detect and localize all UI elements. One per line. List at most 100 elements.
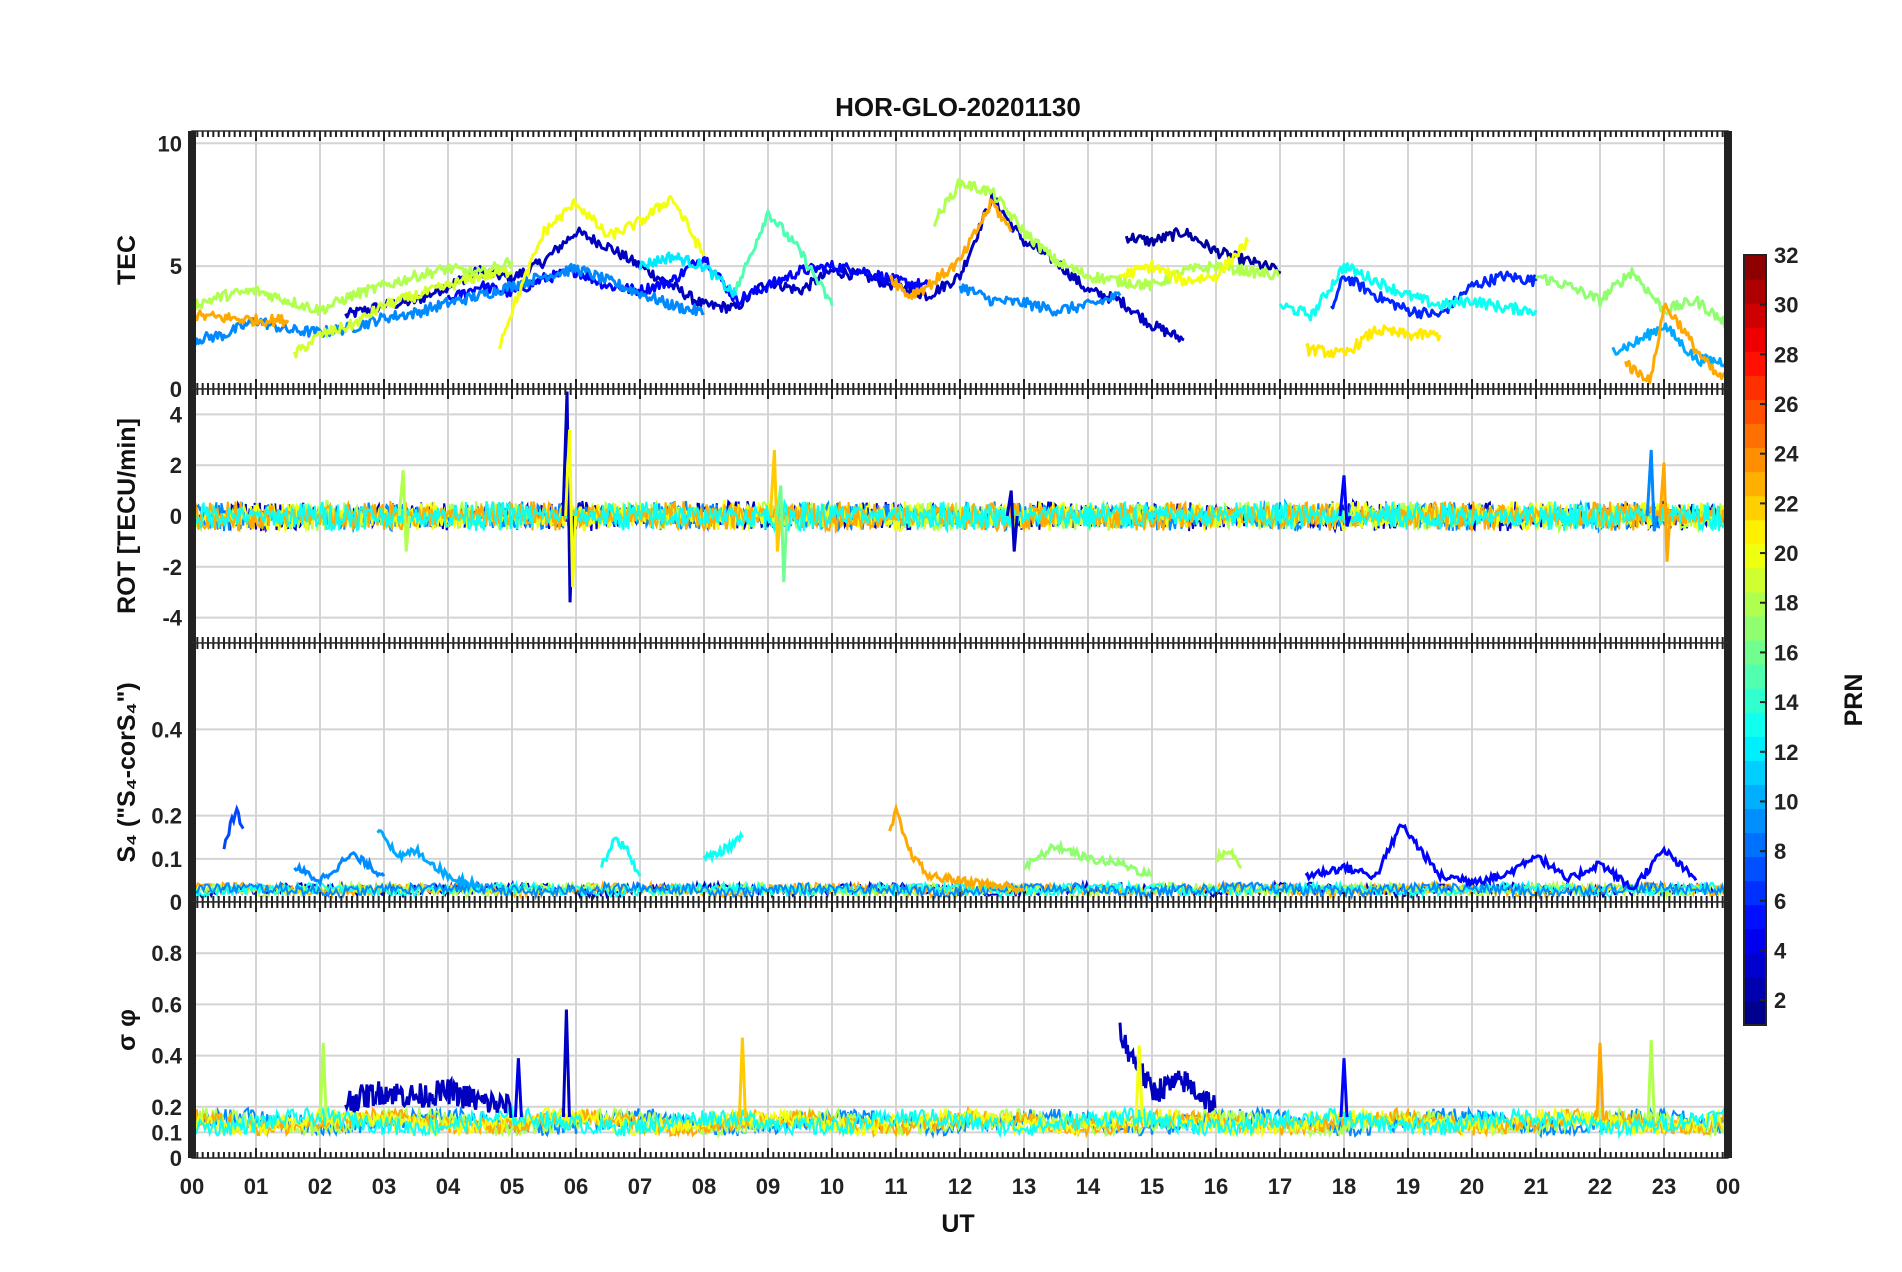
tec-series-line <box>734 209 834 306</box>
colorbar-tick-label: 26 <box>1774 392 1798 417</box>
y-tick-label: 0.2 <box>151 804 182 829</box>
tec-series-line <box>192 257 514 316</box>
panel-s4: 0 0.1 0.2 0.4 S₄ ("S₄-corS₄") <box>113 642 1732 915</box>
x-tick-label: 20 <box>1460 1174 1484 1199</box>
colorbar-segment <box>1744 567 1766 593</box>
rot-series-line <box>192 499 1728 535</box>
tec-series-line <box>1278 262 1538 322</box>
colorbar-segment <box>1744 447 1766 473</box>
panel-sigma_phi-series <box>192 1009 1728 1140</box>
x-tick-label: 19 <box>1396 1174 1420 1199</box>
sigma-spike <box>513 1058 523 1118</box>
tec-series-line <box>192 309 290 328</box>
colorbar-tick-label: 20 <box>1774 541 1798 566</box>
s4-series-line <box>222 804 245 850</box>
tec-series-line <box>1305 324 1442 359</box>
x-tick-label: 12 <box>948 1174 972 1199</box>
colorbar-tick-label: 14 <box>1774 690 1799 715</box>
tec-series-line <box>889 198 1013 300</box>
colorbar-tick-label: 6 <box>1774 889 1786 914</box>
y-tick-label: 5 <box>170 254 182 279</box>
colorbar-frame <box>1743 254 1767 1026</box>
x-axis-label: UT <box>941 1210 974 1238</box>
s4-series-line <box>293 851 386 887</box>
colorbar-segment <box>1744 928 1766 954</box>
colorbar-segment <box>1744 495 1766 521</box>
colorbar-tick-label: 30 <box>1774 293 1798 318</box>
tec-series-line <box>1124 227 1282 276</box>
tec-series-line <box>638 251 738 298</box>
colorbar-segment <box>1744 255 1766 280</box>
x-tick-label: 07 <box>628 1174 652 1199</box>
y-tick-label: 0.8 <box>151 941 182 966</box>
colorbar-segment <box>1744 351 1766 376</box>
panel-s4-series <box>192 802 1728 901</box>
rot-spike <box>1658 462 1672 562</box>
rot-series-line <box>192 498 1728 534</box>
colorbar-segment <box>1744 736 1766 761</box>
sigma-spike <box>1134 1045 1144 1118</box>
y-tick-label: 2 <box>170 453 182 478</box>
sigma-spike <box>1339 1058 1349 1118</box>
rot-spike <box>768 449 782 552</box>
y-tick-label: 0 <box>170 377 182 402</box>
rot-spike <box>1645 449 1659 532</box>
y-tick-label: 0 <box>170 1146 182 1171</box>
colorbar-tick-label: 32 <box>1774 243 1798 268</box>
y-axis-label-sigma_phi: σ φ <box>113 1009 141 1051</box>
panel-sigma_phi: 00.10.2 0.4 0.6 0.8 σ φ <box>113 901 1732 1171</box>
rot-spike <box>775 485 789 583</box>
s4-series-line <box>888 802 1025 896</box>
x-tick-label: 18 <box>1332 1174 1356 1199</box>
y-tick-label: 0.1 <box>151 847 182 872</box>
colorbar-segment <box>1744 279 1766 304</box>
x-tick-label: 04 <box>436 1174 461 1199</box>
colorbar-segment <box>1744 399 1766 425</box>
colorbar-tick-label: 18 <box>1774 591 1798 616</box>
sigma-spike <box>1595 1042 1605 1118</box>
x-tick-label: 17 <box>1268 1174 1292 1199</box>
s4-baseline-line <box>192 879 1727 901</box>
y-tick-label: 10 <box>158 131 182 156</box>
colorbar-label: PRN <box>1840 674 1868 727</box>
colorbar-segment <box>1744 1000 1766 1026</box>
colorbar-segment <box>1744 688 1766 713</box>
colorbar-segment <box>1744 664 1766 689</box>
sigma-spike <box>318 1042 328 1118</box>
x-tick-label: 09 <box>756 1174 780 1199</box>
colorbar-tick-label: 12 <box>1774 740 1798 765</box>
colorbar-segment <box>1744 303 1766 328</box>
s4-series-line <box>376 828 482 889</box>
s4-series-line <box>1215 846 1243 869</box>
colorbar-segment <box>1744 423 1766 449</box>
colorbar-tick-label: 8 <box>1774 839 1786 864</box>
y-tick-label: 0.1 <box>151 1120 182 1145</box>
x-tick-label: 08 <box>692 1174 716 1199</box>
tec-series-line <box>292 266 514 359</box>
s4-series-line <box>600 836 642 877</box>
rot-spike <box>564 429 578 588</box>
y-tick-label: 0 <box>170 890 182 915</box>
y-axis-label-rot: ROT [TECU/min] <box>113 418 141 614</box>
colorbar-segment <box>1744 375 1766 400</box>
x-tick-label: 10 <box>820 1174 844 1199</box>
tec-series-line <box>446 255 930 306</box>
sigma-spike <box>737 1037 747 1118</box>
tec-series-line <box>192 262 705 347</box>
y-tick-label: 0.4 <box>151 1044 182 1069</box>
colorbar-tick-label: 22 <box>1774 491 1798 516</box>
colorbar-segment <box>1744 904 1766 930</box>
x-tick-label: 16 <box>1204 1174 1228 1199</box>
colorbar-segment <box>1744 808 1766 834</box>
s4-series-line <box>1022 838 1154 878</box>
panel-tec-series <box>192 178 1728 385</box>
colorbar-segment <box>1744 615 1766 641</box>
colorbar-segment <box>1744 832 1766 858</box>
x-tick-label: 11 <box>884 1174 907 1199</box>
x-tick-label: 05 <box>500 1174 524 1199</box>
x-tick-label: 13 <box>1012 1174 1036 1199</box>
x-tick-label: 15 <box>1140 1174 1164 1199</box>
x-tick-label: 00 <box>1716 1174 1740 1199</box>
x-tick-label: 00 <box>180 1174 204 1199</box>
